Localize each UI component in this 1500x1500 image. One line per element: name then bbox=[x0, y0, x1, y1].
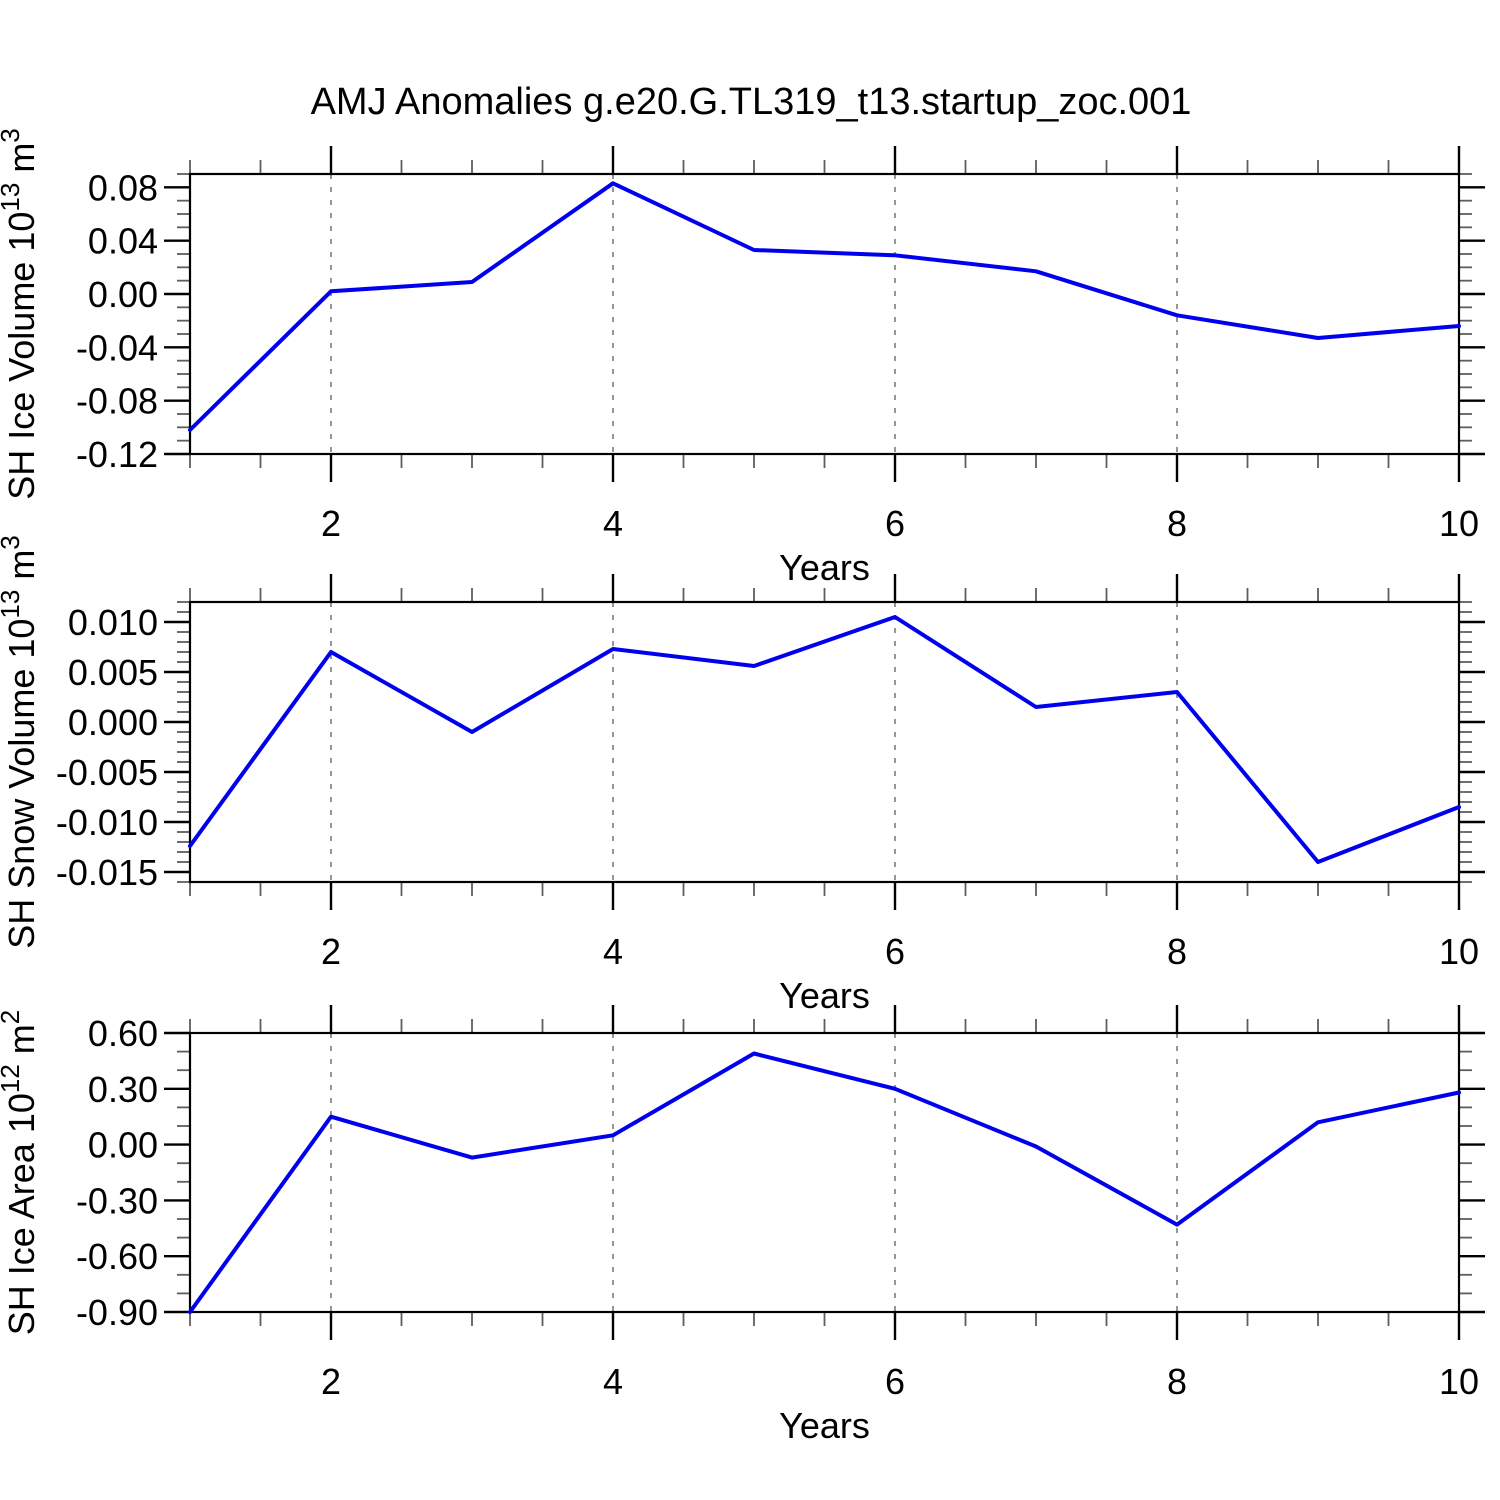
x-tick-label: 6 bbox=[885, 1361, 905, 1402]
x-tick-label: 2 bbox=[321, 1361, 341, 1402]
y-tick-label: 0.30 bbox=[88, 1069, 158, 1110]
panel-sh-ice-volume: 2 4 6 8 10 0.08 0.04 0.00 -0.04 -0.08 -0.12 Years SH… bbox=[0, 128, 1485, 588]
plot-frame bbox=[188, 172, 1461, 456]
x-tick-label: 2 bbox=[321, 931, 341, 972]
y-axis-title-sh-snow-volume: SH Snow Volume 1013​ m3​ bbox=[0, 535, 42, 949]
x-tick-label: 4 bbox=[603, 503, 623, 544]
series-line-sh-ice-area bbox=[188, 1051, 1461, 1314]
y-tick-label: 0.000 bbox=[68, 702, 158, 743]
x-tick-label: 10 bbox=[1439, 1361, 1479, 1402]
y-tick-label: -0.08 bbox=[76, 381, 158, 422]
panels-group: 2 4 6 8 10 0.08 0.04 0.00 -0.04 -0.08 -0.12 Years SH… bbox=[0, 128, 1485, 1446]
y-tick-label: 0.010 bbox=[68, 602, 158, 643]
y-tick-label: 0.60 bbox=[88, 1013, 158, 1054]
y-tick-label: -0.90 bbox=[76, 1292, 158, 1333]
y-tick-label: -0.010 bbox=[56, 802, 158, 843]
chart-title: AMJ Anomalies g.e20.G.TL319_t13.startup_… bbox=[311, 81, 1192, 123]
y-axis-title-sh-ice-area: SH Ice Area 1012​ m2​ bbox=[0, 1010, 42, 1336]
x-tick-label: 6 bbox=[885, 503, 905, 544]
y-tick-label: -0.60 bbox=[76, 1236, 158, 1277]
panel-sh-ice-area: 2 4 6 8 10 0.60 0.30 0.00 -0.30 -0.60 -0.90 Years SH… bbox=[0, 1005, 1485, 1446]
panel-sh-snow-volume: 2 4 6 8 10 0.010 0.005 0.000 -0.005 -0.010 -0.015 Y… bbox=[0, 535, 1485, 1016]
x-tick-label: 8 bbox=[1167, 1361, 1187, 1402]
y-tick-label: 0.00 bbox=[88, 274, 158, 315]
x-tick-label: 10 bbox=[1439, 503, 1479, 544]
x-tick-label: 4 bbox=[603, 931, 623, 972]
x-axis-title: Years bbox=[779, 547, 870, 588]
y-tick-label: 0.04 bbox=[88, 221, 158, 262]
series-line-sh-snow-volume bbox=[188, 615, 1461, 864]
x-tick-label: 10 bbox=[1439, 931, 1479, 972]
y-tick-label: -0.005 bbox=[56, 752, 158, 793]
x-tick-label: 4 bbox=[603, 1361, 623, 1402]
y-tick-label: -0.04 bbox=[76, 327, 158, 368]
plot-frame bbox=[188, 600, 1461, 884]
y-tick-label: -0.30 bbox=[76, 1180, 158, 1221]
series-line-sh-ice-volume bbox=[188, 181, 1461, 432]
x-tick-label: 2 bbox=[321, 503, 341, 544]
y-tick-label: -0.12 bbox=[76, 434, 158, 475]
y-axis-title-sh-ice-volume: SH Ice Volume 1013​ m3​ bbox=[0, 128, 42, 500]
x-tick-label: 8 bbox=[1167, 503, 1187, 544]
y-tick-label: 0.005 bbox=[68, 652, 158, 693]
plot-frame bbox=[188, 1031, 1461, 1314]
y-tick-label: -0.015 bbox=[56, 852, 158, 893]
x-tick-label: 6 bbox=[885, 931, 905, 972]
x-axis-title: Years bbox=[779, 1405, 870, 1446]
x-tick-label: 8 bbox=[1167, 931, 1187, 972]
y-tick-label: 0.00 bbox=[88, 1125, 158, 1166]
x-axis-title: Years bbox=[779, 975, 870, 1016]
y-tick-label: 0.08 bbox=[88, 167, 158, 208]
